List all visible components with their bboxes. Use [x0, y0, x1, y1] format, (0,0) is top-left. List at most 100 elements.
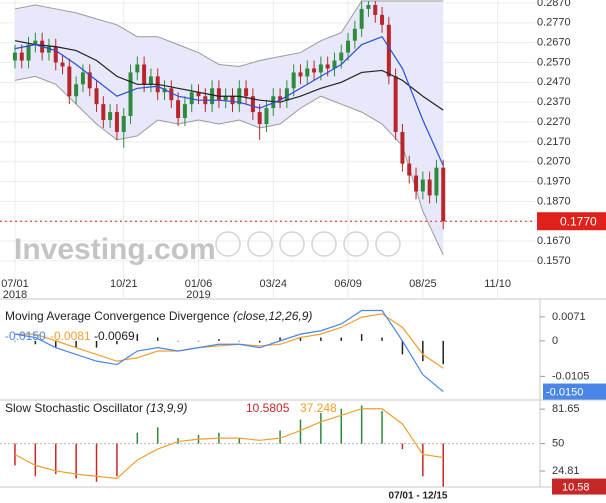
candle-body	[67, 66, 72, 97]
candle-body	[176, 100, 181, 119]
toolbar-button[interactable]	[375, 231, 401, 257]
watermark: Investing.com	[14, 233, 216, 266]
histogram-bar	[197, 340, 200, 342]
candle-body	[135, 64, 140, 73]
candle-body	[250, 96, 255, 113]
candle-body	[196, 92, 201, 97]
oscillator-bar	[116, 443, 118, 477]
x-tick-year: 2018	[3, 289, 27, 301]
y-tick-label: 0.2070	[537, 156, 571, 168]
candle-body	[114, 112, 119, 132]
candle-body	[339, 52, 344, 61]
moving-average	[14, 35, 444, 166]
oscillator-bar	[360, 405, 363, 444]
histogram-bar	[75, 340, 77, 348]
panel-params: (13,9,9)	[146, 401, 187, 415]
candle-body	[74, 84, 79, 97]
candle-body	[318, 64, 323, 73]
y-tick-label: 0.2470	[537, 76, 571, 88]
toolbar-button[interactable]	[343, 231, 369, 257]
x-tick-year: 2019	[186, 289, 210, 301]
legend-value: -0.0081	[50, 329, 91, 343]
x-tick-label: 11/10	[484, 278, 511, 290]
histogram-bar	[360, 334, 363, 341]
candle-body	[12, 52, 17, 61]
histogram-bar	[442, 340, 444, 365]
candle-body	[60, 62, 65, 67]
candle-body	[400, 131, 405, 164]
oscillator-bar	[320, 413, 322, 444]
candle-body	[407, 163, 412, 176]
last-value-box	[552, 478, 606, 495]
histogram-bar	[95, 340, 98, 348]
x-tick-label: 07/01	[1, 278, 29, 290]
candle-body	[325, 64, 330, 69]
candle-body	[19, 52, 24, 61]
oscillator-bar	[14, 443, 16, 466]
oscillator-bar	[340, 408, 343, 444]
oscillator-bar	[136, 432, 139, 444]
last-value-box	[543, 383, 606, 400]
range-label: 07/01 - 12/15	[389, 491, 448, 502]
candle-body	[373, 4, 378, 15]
candle-body	[80, 72, 85, 85]
toolbar-button[interactable]	[311, 231, 337, 257]
candle-body	[414, 175, 419, 192]
x-tick-label: 10/21	[110, 278, 138, 290]
candle-body	[359, 8, 364, 29]
candle-body	[169, 88, 174, 101]
candle-body	[312, 68, 317, 73]
candle-body	[142, 64, 147, 85]
histogram-bar	[381, 337, 383, 341]
last-price-box	[537, 212, 606, 231]
candle-body	[108, 112, 113, 121]
y-tick-label: 0.1670	[537, 235, 571, 247]
oscillator-bar	[422, 443, 424, 477]
histogram-bar	[54, 340, 57, 348]
toolbar-button[interactable]	[247, 231, 273, 257]
toolbar-button[interactable]	[215, 231, 241, 257]
panel-params: (close,12,26,9)	[233, 309, 312, 323]
candle-body	[223, 96, 228, 101]
histogram-bar	[156, 337, 159, 341]
panel-title: Moving Average Convergence Divergence	[5, 309, 230, 323]
candle-body	[386, 24, 391, 77]
candle-body	[352, 28, 357, 41]
candle-body	[189, 92, 194, 105]
candle-body	[366, 4, 371, 9]
candle-body	[434, 167, 439, 196]
x-tick-label: 08/25	[409, 278, 437, 290]
oscillator-bar	[442, 443, 444, 487]
y-tick-label: 0.1570	[537, 255, 571, 267]
candle-body	[244, 88, 249, 97]
candle-body	[257, 112, 262, 125]
candle-body	[53, 46, 58, 63]
histogram-bar	[279, 337, 281, 341]
last-price-label: 0.1770	[560, 214, 597, 228]
y-tick-label: 0.2770	[537, 17, 571, 29]
y-tick-label: 24.81	[552, 465, 580, 477]
toolbar-button[interactable]	[279, 231, 305, 257]
y-tick-label: 0.2170	[537, 136, 571, 148]
candle-body	[284, 88, 289, 101]
histogram-bar	[34, 340, 37, 345]
y-tick-label: -0.0105	[552, 370, 589, 382]
y-tick-label: 0.2370	[537, 96, 571, 108]
legend-value: 37.248	[300, 401, 337, 415]
candle-body	[148, 76, 153, 85]
candle-body	[210, 88, 215, 105]
candle-body	[33, 40, 38, 45]
histogram-bar	[258, 340, 261, 343]
candle-body	[94, 88, 99, 105]
histogram-bar	[320, 337, 322, 341]
histogram-bar	[14, 340, 16, 342]
histogram-bar	[340, 337, 343, 341]
candle-body	[182, 104, 187, 119]
oscillator-bar	[401, 443, 404, 450]
legend-value: -0.0150	[5, 329, 46, 343]
oscillator-bar	[279, 430, 281, 444]
x-tick-label: 06/09	[334, 278, 362, 290]
legend-value: 10.5805	[246, 401, 290, 415]
